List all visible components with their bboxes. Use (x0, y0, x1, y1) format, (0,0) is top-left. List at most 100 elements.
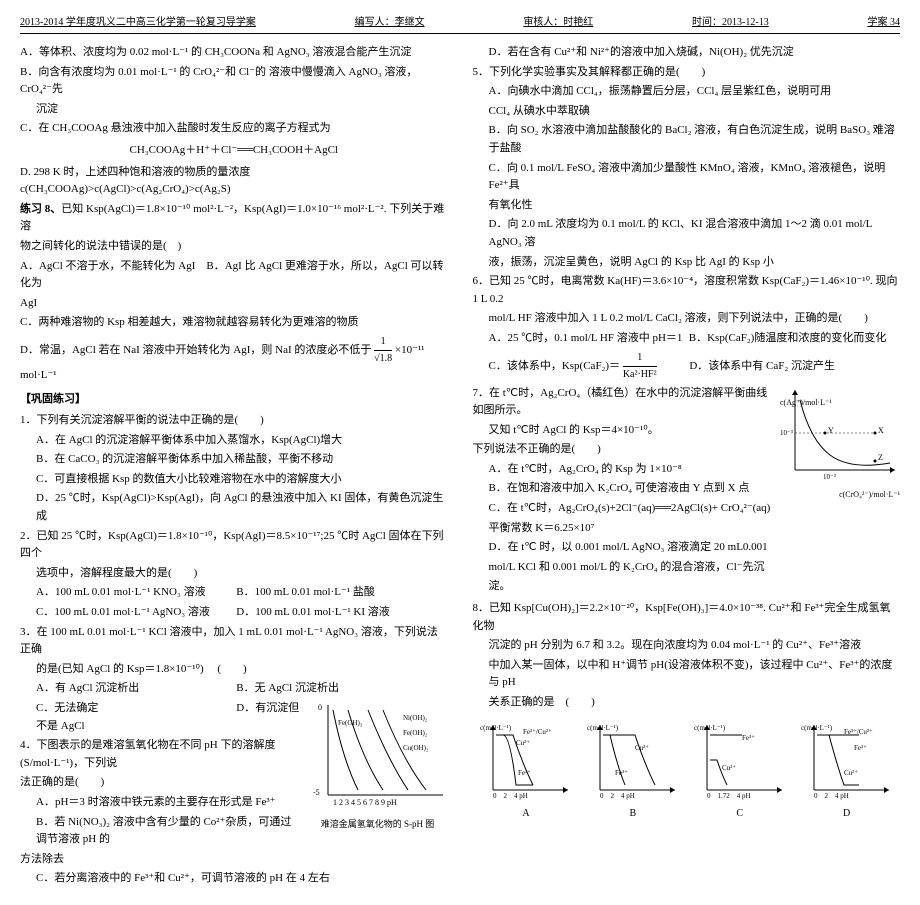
q6: 6．已知 25 ℃时，电离常数 Ka(HF)＝3.6×10⁻⁴，溶度积常数 Ks… (473, 273, 901, 308)
q3: 3．在 100 mL 0.01 mol·L⁻¹ KCl 溶液中，加入 1 mL … (20, 624, 448, 659)
q8c: 中加入某一固体，以中和 H⁺调节 pH(设溶液体积不变)，该过程中 Cu²⁺、F… (473, 657, 901, 692)
q7-d2: mol/L KCl 和 0.001 mol/L 的 K₂CrO₄ 的混合溶液，C… (473, 559, 901, 577)
q5-c: C．向 0.1 mol/L FeSO₄ 溶液中滴加少量酸性 KMnO₄ 溶液，K… (473, 160, 901, 195)
q2-b: B．100 mL 0.01 mol·L⁻¹ 盐酸 (236, 586, 375, 598)
q4-c: C．若分离溶液中的 Fe³⁺和 Cu²⁺，可调节溶液的 pH 在 4 左右 (20, 870, 448, 888)
svg-text:10⁻³: 10⁻³ (780, 429, 793, 437)
svg-text:Cu²⁺: Cu²⁺ (722, 764, 736, 772)
q1: 1．下列有关沉淀溶解平衡的说法中正确的是( ) (20, 412, 448, 430)
q2b: 选项中，溶解程度最大的是( ) (20, 565, 448, 583)
svg-text:Cu²⁺: Cu²⁺ (635, 744, 649, 752)
q1-b: B．在 CaCO₃ 的沉淀溶解平衡体系中加入稀盐酸，平衡不移动 (20, 451, 448, 469)
answer-charts: c(mol·L⁻¹) Cu²⁺ Fe³⁺ Fe³⁺/Cu²⁺ 0 2 4 pH … (473, 720, 901, 822)
opt-d: D. 298 K 时，上述四种饱和溶液的物质的量浓度 c(CH₃COOAg)>c… (20, 164, 448, 199)
q4-b2: 方法除去 (20, 851, 448, 869)
q1-c: C．可直接根据 Ksp 的数值大小比较难溶物在水中的溶解度大小 (20, 471, 448, 489)
q6-d: D．该体系中有 CaF₂ 沉淀产生 (689, 360, 835, 372)
chart-c: c(mol·L⁻¹) Fe³⁺ Cu²⁺ 0 1.72 4 pH C (692, 720, 787, 822)
solubility-chart: 0 -5 1 2 3 4 5 6 7 8 9 pH Ni(OH)₂ Fe(OH)… (308, 700, 448, 831)
chart1-caption: 难溶金属氢氧化物的 S-pH 图 (308, 817, 448, 831)
q2-row1: A．100 mL 0.01 mol·L⁻¹ KNO₃ 溶液 B．100 mL 0… (20, 584, 448, 602)
svg-text:Cu²⁺: Cu²⁺ (516, 739, 530, 747)
q6-row2: C．该体系中，Ksp(CaF₂)＝ 1 Ka²·HF² D．该体系中有 CaF₂… (473, 350, 901, 383)
q1-d: D．25 ℃时，Ksp(AgCl)>Ksp(AgI)，向 AgCl 的悬浊液中加… (20, 490, 448, 525)
svg-text:Fe³⁺: Fe³⁺ (742, 734, 755, 742)
svg-text:c(mol·L⁻¹): c(mol·L⁻¹) (801, 724, 833, 732)
chart-d: c(mol·L⁻¹) Fe³⁺/Cu²⁺ Fe³⁺ Cu²⁺ 0 2 4 pH … (799, 720, 894, 822)
consolidation-title: 【巩固练习】 (20, 391, 448, 409)
svg-text:Fe³⁺: Fe³⁺ (518, 769, 531, 777)
p8-text: 已知 Ksp(AgCl)＝1.8×10⁻¹⁰ mol²·L⁻²，Ksp(AgI)… (20, 203, 444, 233)
q5-a2: CCl₄ 从碘水中萃取碘 (473, 103, 901, 121)
label-c: C (692, 806, 787, 822)
left-column: A．等体积、浓度均为 0.02 mol·L⁻¹ 的 CH₃COONa 和 AgN… (20, 42, 448, 890)
q5-a: A．向碘水中滴加 CCl₄，振荡静置后分层，CCl₄ 层呈紫红色，说明可用 (473, 83, 901, 101)
svg-text:Ni(OH)₂: Ni(OH)₂ (403, 714, 428, 722)
q2: 2．已知 25 ℃时，Ksp(AgCl)＝1.8×10⁻¹⁰，Ksp(AgI)＝… (20, 528, 448, 563)
svg-text:Fe(OH)₂: Fe(OH)₂ (403, 729, 428, 737)
p8-a2: AgI (20, 295, 448, 313)
q6-c-pre: C．该体系中，Ksp(CaF₂)＝ (489, 360, 621, 372)
q5-b: B．向 SO₂ 水溶液中滴加盐酸酸化的 BaCl₂ 溶液，有白色沉淀生成，说明 … (473, 122, 901, 157)
svg-text:c(mol·L⁻¹): c(mol·L⁻¹) (480, 724, 512, 732)
q3-b: B．无 AgCl 沉淀析出 (236, 682, 339, 694)
fraction-icon: 1 √1.8 (374, 334, 392, 367)
chart-a: c(mol·L⁻¹) Cu²⁺ Fe³⁺ Fe³⁺/Cu²⁺ 0 2 4 pH … (478, 720, 573, 822)
label-b: B (585, 806, 680, 822)
svg-text:0 2 4 pH: 0 2 4 pH (814, 792, 849, 800)
chart-b: c(mol·L⁻¹) Cu²⁺ Fe³⁺ 0 2 4 pH B (585, 720, 680, 822)
q6-row1: A．25 ℃时，0.1 mol/L HF 溶液中 pH＝1 B．Ksp(CaF₂… (473, 330, 901, 348)
svg-text:Cu(OH)₂: Cu(OH)₂ (403, 744, 429, 752)
q7-d: D．在 t℃ 时，以 0.001 mol/L AgNO₃ 溶液滴定 20 mL0… (473, 539, 901, 557)
q6-fraction: 1 Ka²·HF² (623, 350, 657, 383)
label-a: A (478, 806, 573, 822)
opt-a: A．等体积、浓度均为 0.02 mol·L⁻¹ 的 CH₃COONa 和 AgN… (20, 44, 448, 62)
svg-text:Fe(OH)₃: Fe(OH)₃ (338, 719, 363, 727)
p8-text2: 物之间转化的说法中错误的是( ) (20, 238, 448, 256)
q1-a: A．在 AgCl 的沉淀溶解平衡体系中加入蒸馏水，Ksp(AgCl)增大 (20, 432, 448, 450)
svg-text:0 2 4 pH: 0 2 4 pH (600, 792, 635, 800)
q8b: 沉淀的 pH 分别为 6.7 和 3.2。现在向浓度均为 0.04 mol·L⁻… (473, 637, 901, 655)
q2-d: D．100 mL 0.01 mol·L⁻¹ KI 溶液 (236, 606, 390, 618)
q3-c: C．无法确定 (36, 700, 234, 718)
svg-text:10⁻³: 10⁻³ (823, 473, 836, 481)
svg-text:Cu²⁺: Cu²⁺ (844, 769, 858, 777)
p8-a: A．AgCl 不溶于水，不能转化为 AgI B．AgI 比 AgCl 更难溶于水… (20, 258, 448, 293)
header-date: 时间：2013-12-13 (692, 15, 769, 31)
chart2-ylabel: c(Ag⁺)/mol·L⁻¹ (780, 397, 900, 410)
svg-text:1 2 3 4 5 6 7 8 9 pH: 1 2 3 4 5 6 7 8 9 pH (333, 798, 397, 807)
q5: 5．下列化学实验事实及其解释都正确的是( ) (473, 64, 901, 82)
p8-c: C．两种难溶物的 Ksp 相差越大，难溶物就越容易转化为更难溶的物质 (20, 314, 448, 332)
opt-b-cont: 沉淀 (20, 101, 448, 119)
svg-text:c(mol·L⁻¹): c(mol·L⁻¹) (694, 724, 726, 732)
svg-text:Y: Y (828, 426, 834, 435)
q3b: 的是(已知 AgCl 的 Ksp＝1.8×10⁻¹⁰) ( ) (20, 661, 448, 679)
p8-d: D．常温，AgCl 若在 NaI 溶液中开始转化为 AgI，则 NaI 的浓度必… (20, 334, 448, 385)
q6-b: B．Ksp(CaF₂)随温度和浓度的变化而变化 (689, 332, 887, 344)
q5-d: D．向 2.0 mL 浓度均为 0.1 mol/L 的 KCl、KI 混合溶液中… (473, 216, 901, 251)
formula-c: CH₃COOAg＋H⁺＋Cl⁻══CH₃COOH＋AgCl (20, 142, 448, 160)
q7-d3: 淀。 (473, 578, 901, 596)
q5-d2: 液，振荡，沉淀呈黄色，说明 AgCl 的 Ksp 比 AgI 的 Ksp 小 (473, 254, 901, 272)
header-code: 学案 34 (867, 15, 900, 31)
right-column: D．若在含有 Cu²⁺和 Ni²⁺的溶液中加入烧碱，Ni(OH)₂ 优先沉淀 5… (473, 42, 901, 890)
opt-c: C．在 CH₃COOAg 悬浊液中加入盐酸时发生反应的离子方程式为 (20, 120, 448, 138)
svg-text:-5: -5 (313, 788, 320, 797)
svg-text:Fe³⁺/Cu²⁺: Fe³⁺/Cu²⁺ (523, 728, 552, 736)
q8d: 关系正确的是 ( ) (473, 694, 901, 712)
header-author: 编写人：李继文 (355, 15, 425, 31)
header-reviewer: 审核人：时艳红 (523, 15, 593, 31)
header-left: 2013-2014 学年度巩义二中高三化学第一轮复习导学案 (20, 15, 256, 31)
practice-8: 练习 8、已知 Ksp(AgCl)＝1.8×10⁻¹⁰ mol²·L⁻²，Ksp… (20, 201, 448, 236)
q5-c2: 有氧化性 (473, 197, 901, 215)
chart2-xlabel: c(CrO₄²⁻)/mol·L⁻¹ (780, 489, 900, 502)
q3-a: A．有 AgCl 沉淀析出 (36, 680, 234, 698)
opt-b: B．向含有浓度均为 0.01 mol·L⁻¹ 的 CrO₄²⁻和 Cl⁻的 溶液… (20, 64, 448, 99)
equilibrium-curve-chart: Y X Z 10⁻³ 10⁻³ c(CrO₄²⁻)/mol·L⁻¹ c(Ag⁺)… (780, 385, 900, 515)
label-d: D (799, 806, 894, 822)
svg-text:0: 0 (318, 703, 322, 712)
q6-a: A．25 ℃时，0.1 mol/L HF 溶液中 pH＝1 (489, 330, 687, 348)
q2-a: A．100 mL 0.01 mol·L⁻¹ KNO₃ 溶液 (36, 584, 234, 602)
svg-text:0 2 4 pH: 0 2 4 pH (493, 792, 528, 800)
p8-d-pre: D．常温，AgCl 若在 NaI 溶液中开始转化为 AgI，则 NaI 的浓度必… (20, 344, 371, 356)
